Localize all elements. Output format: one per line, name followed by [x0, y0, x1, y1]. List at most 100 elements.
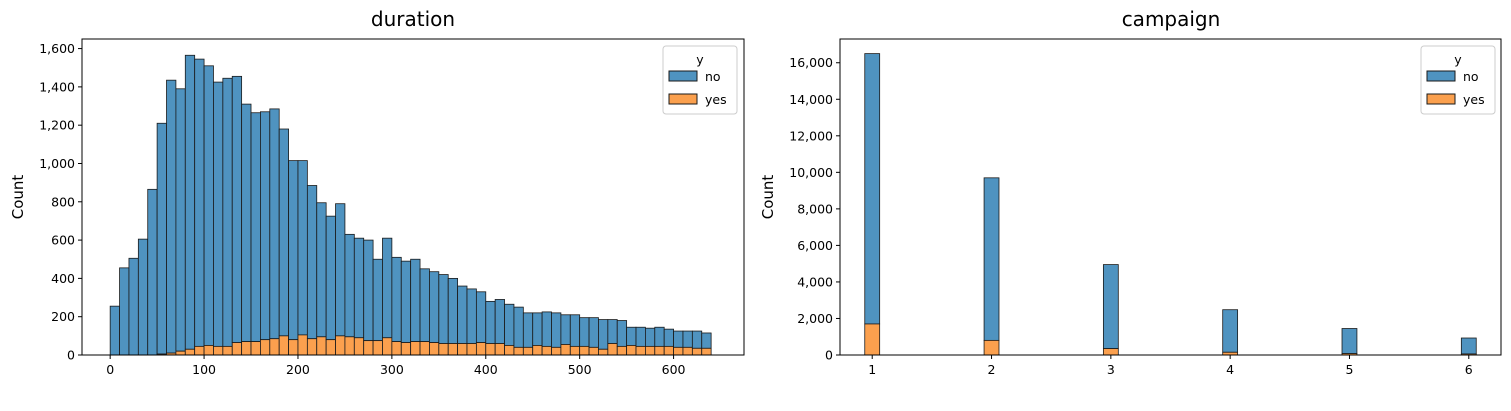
duration-bar-yes: [494, 343, 505, 356]
duration-bar-yes: [541, 345, 552, 356]
duration-bar-yes: [598, 348, 609, 356]
duration-bar-no: [616, 320, 628, 347]
duration-bar-no: [184, 54, 196, 350]
campaign-x-tick-label: 2: [988, 362, 996, 377]
duration-legend-no-label: no: [705, 69, 721, 84]
duration-x-tick-label: 400: [474, 362, 498, 377]
duration-bar-yes: [513, 346, 524, 356]
duration-bar-no: [654, 326, 665, 347]
duration-bar-no: [635, 326, 646, 347]
duration-bar-no: [194, 58, 205, 347]
duration-bar-yes: [316, 336, 327, 356]
duration-bar-no: [485, 300, 496, 344]
duration-y-tick-label: 400: [51, 271, 75, 286]
campaign-legend-no-label: no: [1463, 69, 1479, 84]
duration-bar-no: [391, 256, 402, 342]
duration-bar-yes: [522, 346, 534, 356]
duration-bar-yes: [579, 345, 590, 356]
duration-bar-yes: [645, 345, 656, 356]
duration-bar-no: [701, 332, 712, 349]
duration-x-tick-label: 300: [380, 362, 404, 377]
campaign-x-tick-label: 1: [868, 362, 876, 377]
duration-bar-yes: [400, 342, 412, 356]
duration-bar-no: [306, 185, 318, 340]
duration-bar-yes: [213, 345, 224, 356]
duration-bar-no: [353, 237, 365, 339]
duration-bar-no: [297, 160, 308, 336]
campaign-y-tick-label: 0: [825, 348, 833, 363]
duration-bar-yes: [269, 338, 280, 356]
duration-bar-no: [222, 77, 233, 347]
duration-bar-yes: [194, 345, 205, 356]
duration-bar-no: [429, 271, 440, 343]
duration-bar-no: [522, 312, 534, 348]
duration-bar-yes: [560, 344, 571, 356]
duration-bar-yes: [391, 341, 402, 356]
duration-y-tick-label: 1,600: [39, 41, 75, 56]
duration-bar-yes: [410, 341, 421, 356]
campaign-x-tick-label: 5: [1345, 362, 1353, 377]
campaign-bar-no: [1341, 328, 1358, 354]
duration-bar-yes: [673, 346, 684, 356]
duration-bar-yes: [654, 345, 665, 356]
duration-bar-yes: [701, 347, 712, 356]
duration-bar-no: [579, 317, 590, 347]
duration-bar-no: [213, 81, 224, 347]
duration-bar-yes: [607, 343, 618, 356]
duration-bar-yes: [447, 343, 459, 356]
duration-ylabel: Count: [9, 175, 27, 220]
duration-y-tick-label: 600: [51, 233, 75, 248]
duration-bar-yes: [325, 339, 336, 356]
duration-bar-yes: [297, 334, 308, 356]
campaign-bar-no: [1460, 337, 1477, 355]
duration-bar-yes: [222, 345, 233, 356]
duration-bar-yes: [429, 342, 440, 356]
duration-bar-no: [645, 327, 656, 347]
duration-bar-no: [363, 239, 374, 342]
duration-bar-yes: [626, 345, 637, 356]
duration-bar-yes: [588, 346, 599, 356]
duration-bar-no: [588, 317, 599, 348]
duration-plot-frame: [81, 38, 745, 356]
duration-y-tick-label: 800: [51, 194, 75, 209]
duration-bar-no: [457, 285, 468, 344]
duration-bar-no: [128, 257, 139, 356]
duration-bar-no: [400, 260, 412, 343]
duration-bar-no: [691, 330, 703, 349]
campaign-ylabel: Count: [759, 175, 777, 220]
duration-bar-yes: [663, 345, 674, 356]
duration-bar-no: [569, 314, 581, 347]
duration-bar-no: [335, 203, 346, 337]
campaign-y-tick-label: 4,000: [797, 274, 833, 289]
duration-bar-yes: [184, 348, 196, 356]
duration-bar-yes: [288, 339, 299, 356]
duration-bar-yes: [419, 341, 430, 356]
duration-bar-no: [663, 328, 674, 347]
duration-bar-yes: [372, 340, 383, 356]
duration-bar-no: [560, 314, 571, 345]
campaign-x-tick-label: 4: [1226, 362, 1234, 377]
duration-bar-no: [147, 188, 158, 356]
duration-legend-no-swatch: [668, 70, 698, 82]
campaign-title: campaign: [1122, 7, 1221, 31]
duration-bar-yes: [691, 347, 703, 356]
campaign-x-ticks: 1 2 3 4 5 6: [868, 355, 1473, 377]
duration-bar-no: [278, 128, 289, 337]
duration-bar-yes: [260, 339, 271, 356]
duration-bar-yes: [475, 342, 487, 356]
duration-y-tick-label: 1,400: [39, 79, 75, 94]
duration-bar-no: [269, 108, 280, 340]
duration-chart: duration Count 0 200 400 600 800 1,000 1,200 1,…: [9, 7, 745, 377]
campaign-y-tick-label: 6,000: [797, 238, 833, 253]
duration-bar-no: [410, 258, 421, 342]
duration-bar-yes: [466, 343, 477, 356]
campaign-y-tick-label: 16,000: [789, 55, 833, 70]
campaign-bar-no: [983, 177, 1000, 341]
duration-bar-yes: [635, 345, 646, 356]
duration-y-ticks: 0 200 400 600 800 1,000 1,200 1,400 1,600: [39, 41, 82, 363]
campaign-bar-no: [1102, 264, 1119, 350]
duration-bar-yes: [241, 341, 252, 356]
duration-y-tick-label: 1,200: [39, 118, 75, 133]
duration-bar-no: [673, 330, 684, 348]
